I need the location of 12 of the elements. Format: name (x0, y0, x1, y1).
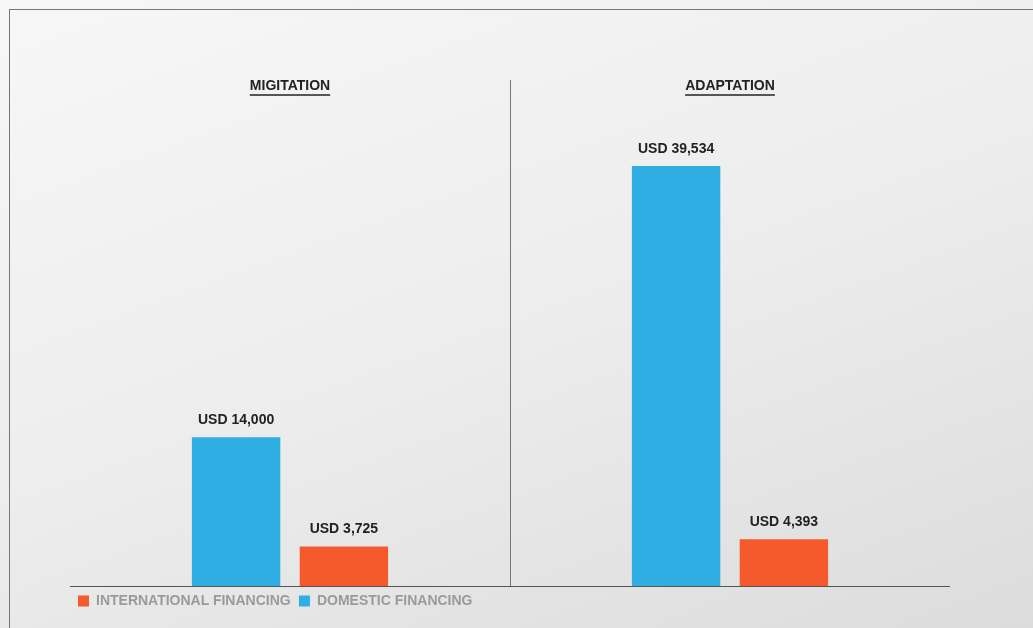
data-label: USD 3,725 (309, 520, 379, 537)
legend-label: DOMESTIC FINANCING (316, 591, 473, 608)
data-label: USD 4,393 (749, 513, 819, 530)
bar (631, 166, 721, 586)
bar (191, 437, 281, 586)
legend-label: INTERNATIONAL FINANCING (96, 591, 291, 608)
bar (739, 539, 829, 586)
x-tick-label: MIGITATION (249, 77, 331, 93)
data-label: USD 14,000 (197, 411, 275, 428)
bar (299, 546, 389, 586)
data-label: USD 39,534 (637, 139, 715, 156)
x-tick-label: ADAPTATION (685, 77, 775, 93)
